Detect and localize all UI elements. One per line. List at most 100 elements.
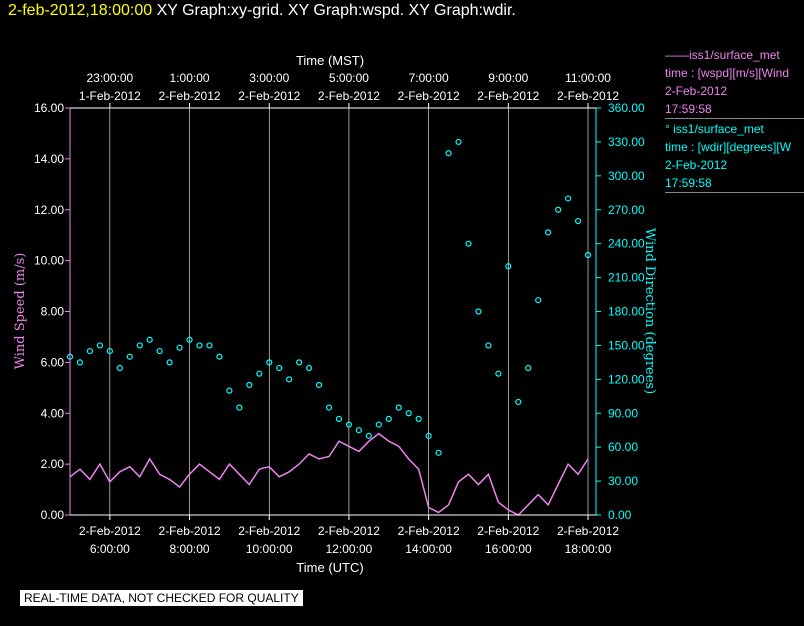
wdir-point <box>146 336 153 343</box>
legend-wspd-line-3: 2-Feb-2012 <box>665 84 728 98</box>
wdir-point <box>196 342 203 349</box>
wdir-point <box>395 404 402 411</box>
x-tick-label-bottom-date: 2-Feb-2012 <box>477 524 539 538</box>
wdir-point <box>76 359 84 366</box>
y-tick-label-left: 8.00 <box>41 305 65 319</box>
wdir-point <box>555 206 562 213</box>
wdir-point <box>166 359 173 366</box>
wdir-point <box>176 344 183 351</box>
plot-area <box>70 108 596 515</box>
wdir-point <box>86 347 94 355</box>
legend-wdir-line-3: 2-Feb-2012 <box>665 158 728 172</box>
wdir-point <box>256 370 263 377</box>
legend-separator <box>665 192 804 193</box>
legend-wspd-line-1: ——iss1/surface_met <box>665 48 780 62</box>
legend-wdir-line-2: time : [wdir][degrees][W <box>665 140 792 154</box>
x-tick-label-top-time: 9:00:00 <box>488 71 528 85</box>
x-axis-bottom-label: Time (UTC) <box>296 560 363 575</box>
legend-wspd: ——iss1/surface_met time : [wspd][m/s][Wi… <box>665 46 789 118</box>
wdir-point <box>156 347 163 355</box>
title-timestamp: 2-feb-2012,18:00:00 <box>8 2 153 19</box>
legend-separator <box>665 118 804 119</box>
x-tick-label-top-date: 2-Feb-2012 <box>159 89 221 103</box>
x-tick-label-bottom-date: 2-Feb-2012 <box>159 524 221 538</box>
wdir-point <box>545 229 552 236</box>
wdir-point <box>186 336 193 343</box>
legend-wdir: ° iss1/surface_met time : [wdir][degrees… <box>665 120 791 192</box>
x-tick-label-bottom-time: 16:00:00 <box>485 542 532 556</box>
x-tick-label-bottom-time: 6:00:00 <box>90 542 130 556</box>
wdir-point <box>455 138 462 146</box>
wdir-point <box>495 370 502 377</box>
x-tick-label-bottom-time: 12:00:00 <box>326 542 373 556</box>
wdir-point <box>236 404 243 411</box>
x-tick-label-bottom-date: 2-Feb-2012 <box>318 524 380 538</box>
wdir-point <box>286 376 293 383</box>
wdir-point <box>315 381 323 389</box>
y-tick-label-right: 150.00 <box>608 338 645 352</box>
wdir-point <box>206 342 213 349</box>
wdir-point <box>485 342 492 349</box>
y-tick-label-right: 330.00 <box>608 135 645 149</box>
wdir-point <box>584 251 592 259</box>
x-tick-label-bottom-date: 2-Feb-2012 <box>557 524 619 538</box>
legend-wspd-line-4: 17:59:58 <box>665 102 712 116</box>
x-axis-top-label: Time (MST) <box>296 53 364 68</box>
wdir-point <box>365 432 372 439</box>
y-axis-right-label: Wind Direction (degrees) <box>642 228 657 394</box>
wdir-point <box>574 217 582 225</box>
y-tick-label-left: 16.00 <box>34 101 64 115</box>
wdir-point <box>226 387 233 394</box>
legend-wdir-line-1: ° iss1/surface_met <box>665 122 764 136</box>
wdir-point <box>525 364 532 372</box>
wdir-point <box>325 404 333 411</box>
y-tick-label-left: 6.00 <box>41 355 65 369</box>
y-tick-label-right: 120.00 <box>608 372 645 386</box>
wdir-point <box>535 297 542 304</box>
x-tick-label-top-date: 2-Feb-2012 <box>238 89 300 103</box>
wdir-point <box>305 364 313 372</box>
y-tick-label-right: 240.00 <box>608 237 645 251</box>
legend-wdir-line-4: 17:59:58 <box>665 176 712 190</box>
x-tick-label-top-time: 7:00:00 <box>409 71 449 85</box>
wdir-point <box>116 364 123 372</box>
legend-wspd-line-2: time : [wspd][m/s][Wind <box>665 66 790 80</box>
y-tick-label-left: 10.00 <box>34 254 64 268</box>
series-wdir <box>66 138 592 456</box>
wdir-point <box>266 359 273 366</box>
x-tick-label-bottom-time: 8:00:00 <box>170 542 210 556</box>
wdir-point <box>465 240 472 247</box>
wdir-point <box>126 353 133 360</box>
x-tick-label-bottom-date: 2-Feb-2012 <box>398 524 460 538</box>
x-tick-label-top-date: 2-Feb-2012 <box>398 89 460 103</box>
x-tick-label-top-date: 1-Feb-2012 <box>79 89 141 103</box>
wdir-point <box>385 415 392 423</box>
wdir-point <box>505 263 512 270</box>
y-tick-label-left: 12.00 <box>34 203 64 217</box>
y-tick-label-right: 360.00 <box>608 101 645 115</box>
wdir-point <box>415 415 422 423</box>
wdir-point <box>355 427 363 434</box>
wdir-point <box>405 410 412 417</box>
y-tick-label-left: 2.00 <box>41 457 65 471</box>
y-axis-left-label: Wind Speed (m/s) <box>13 253 28 370</box>
wdir-point <box>106 347 113 355</box>
y-tick-label-left: 0.00 <box>41 508 65 522</box>
y-tick-label-right: 270.00 <box>608 203 645 217</box>
y-tick-label-right: 210.00 <box>608 271 645 285</box>
x-tick-label-top-date: 2-Feb-2012 <box>477 89 539 103</box>
x-tick-label-top-date: 2-Feb-2012 <box>557 89 619 103</box>
wdir-point <box>136 342 143 349</box>
wdir-point <box>276 364 283 372</box>
title-text: XY Graph:xy-grid. XY Graph:wspd. XY Grap… <box>156 2 516 19</box>
wdir-point <box>425 432 432 439</box>
wdir-point <box>445 150 452 157</box>
wdir-point <box>345 421 353 428</box>
y-tick-label-left: 4.00 <box>41 406 65 420</box>
y-tick-label-right: 60.00 <box>608 440 638 454</box>
x-tick-label-bottom-time: 14:00:00 <box>405 542 452 556</box>
grid-lines <box>109 108 589 515</box>
y-tick-label-left: 14.00 <box>34 152 64 166</box>
wdir-point <box>335 415 343 423</box>
